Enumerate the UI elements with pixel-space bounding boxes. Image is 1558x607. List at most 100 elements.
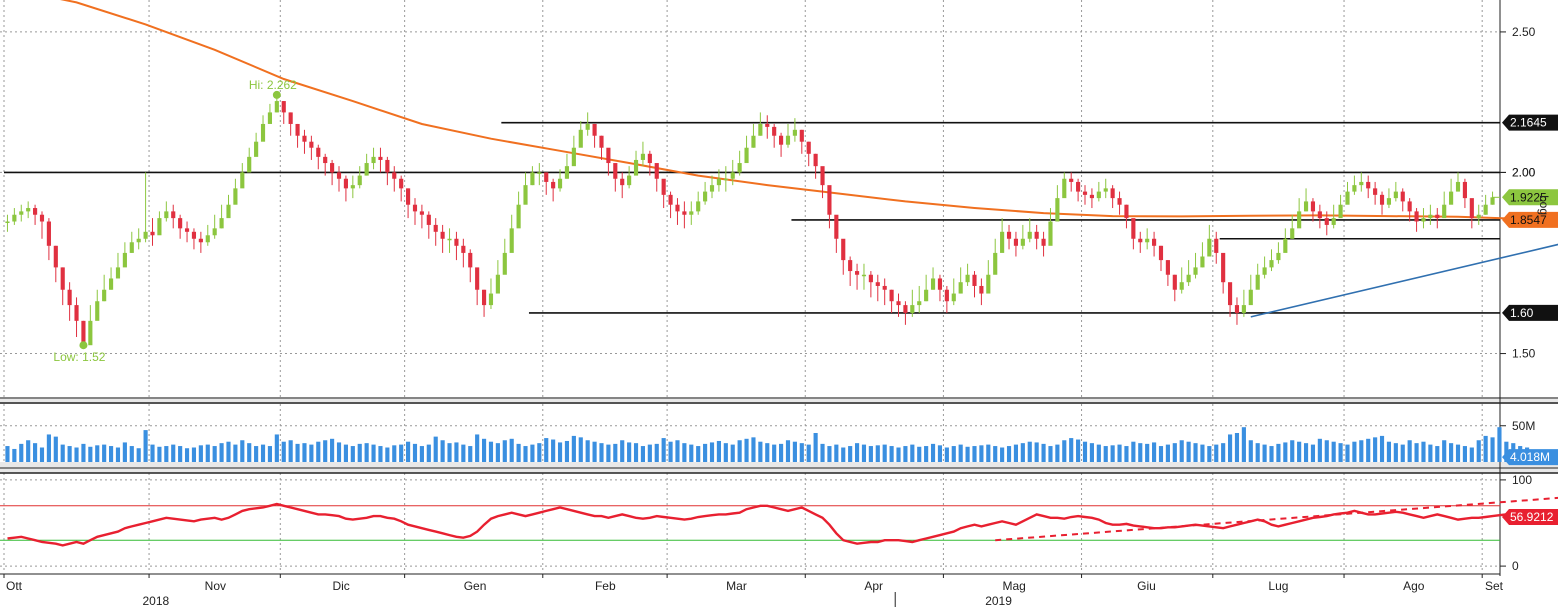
volume-bar [1138,443,1143,462]
ma-value-badge: 1.8547 [1502,211,1558,228]
candle [371,147,376,170]
volume-bar [937,445,943,462]
candle-body [696,201,701,212]
candle-body [440,231,445,239]
volume-bar [1476,440,1481,462]
volume-bar [993,446,998,462]
candle [1234,297,1240,325]
candle [585,112,590,136]
volume-bar [1428,444,1433,462]
candle-body [323,156,328,164]
candle-body [1317,211,1322,219]
candle [378,147,383,173]
candle-body [1476,214,1481,219]
candle [364,153,369,176]
volume-bar [1455,444,1461,462]
candle-body [785,135,791,145]
volume-bar [1082,441,1088,462]
candle [129,231,134,253]
candle-body [1435,214,1440,219]
volume-bar [1027,441,1032,462]
volume-bar [336,442,342,462]
candle-body [212,228,217,236]
candle [399,175,404,202]
volume-bar [260,444,266,462]
candle [1165,260,1170,286]
candle-body [633,159,639,176]
candle [454,231,459,261]
candle [1248,274,1253,306]
volume-bar [191,447,197,462]
volume-bar [772,444,777,462]
candle-body [723,178,728,181]
candle-body [115,267,121,279]
rsi-tick-label: 0 [1512,559,1519,573]
candle-body [39,214,45,222]
candle [385,156,390,186]
candle [1373,181,1378,205]
volume-bar [1158,446,1164,462]
last-price-badge: 1.9225 [1502,189,1558,206]
volume-bar [95,445,100,462]
volume-bar [944,447,949,462]
candle-body [1013,238,1019,246]
volume-bar [1200,444,1205,462]
candle-body [481,289,487,306]
candle [233,178,238,205]
volume-bar [1096,444,1101,462]
candle [1283,228,1288,253]
candle-body [122,252,127,268]
volume-bar [219,443,224,462]
candle [330,159,335,186]
candle-body [972,274,977,286]
candle-body [1255,274,1260,290]
volume-bar [1255,443,1260,462]
candle-body [1490,197,1495,205]
candle-body [198,238,203,243]
candle-body [219,218,224,229]
volume-bar [143,430,148,462]
candle-body [1331,218,1336,225]
last-price-badge-text: 1.9225 [1510,190,1547,204]
candle-body [882,285,887,290]
candle-body [108,278,114,290]
volume-bar [1006,446,1012,462]
volume-bar [274,434,279,462]
candle-body [274,101,279,113]
candle [820,166,825,199]
candle [730,159,735,186]
volume-bar [1076,439,1081,462]
candle-body [1034,231,1039,239]
candle-body [1455,181,1461,192]
volume-bar [1345,444,1350,462]
candle-body [744,147,749,164]
volume-bar [965,446,970,462]
candle-body [1193,267,1198,275]
candle [696,191,701,215]
month-label: Nov [205,579,226,593]
volume-bar [247,443,252,462]
volume-bar [924,446,929,462]
candle [889,289,894,313]
volume-bar [682,443,687,462]
volume-bar [1386,441,1392,462]
volume-bar [834,444,839,462]
volume-bar [875,445,880,462]
volume-bars [5,427,1537,462]
volume-bar [820,443,825,462]
candle [1227,282,1233,317]
candle [723,166,728,192]
candle [1414,208,1419,232]
candle [1117,191,1122,215]
candle [488,278,494,309]
candle [993,238,998,275]
candle-body [1006,231,1012,239]
volume-bar [1227,434,1233,462]
volume-bar [178,446,183,462]
candle-body [164,211,169,219]
volume-bar [419,446,424,462]
candle-body [371,156,376,164]
rsi-last-badge: 56.9212 [1502,509,1558,526]
candle-body [640,153,646,160]
candle-body [1089,194,1094,199]
